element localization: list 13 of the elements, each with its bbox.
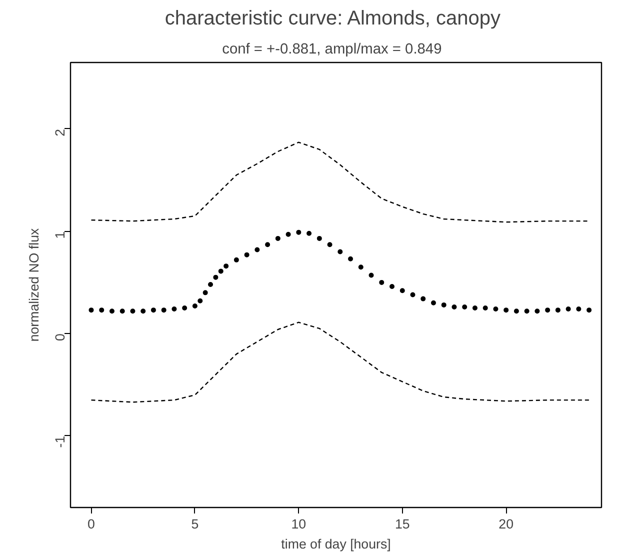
x-tick-label: 10 — [291, 516, 306, 532]
y-tick-label: 1 — [52, 231, 68, 239]
x-tick-label: 0 — [88, 516, 95, 532]
chart-title: characteristic curve: Almonds, canopy — [164, 8, 501, 30]
y-tick-label: 0 — [52, 334, 68, 342]
x-tick-label: 20 — [498, 516, 514, 532]
chart-subtitle: conf = +-0.881, ampl/max = 0.849 — [222, 42, 442, 58]
x-tick-label: 15 — [394, 516, 410, 532]
y-axis-title: normalized NO flux — [26, 228, 42, 342]
x-axis-title: time of day [hours] — [281, 536, 391, 552]
x-tick-label: 5 — [191, 516, 199, 532]
y-tick-label: 2 — [52, 128, 68, 136]
y-tick-label: -1 — [52, 436, 68, 448]
